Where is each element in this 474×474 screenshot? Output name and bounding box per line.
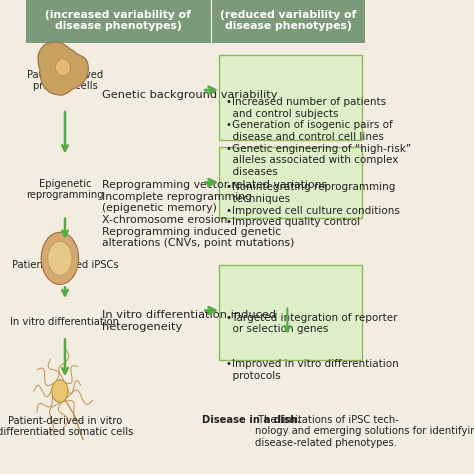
Text: (reduced variability of
disease phenotypes): (reduced variability of disease phenotyp… — [220, 9, 356, 31]
Circle shape — [52, 380, 68, 402]
Circle shape — [48, 241, 72, 275]
Text: Genetic background variability: Genetic background variability — [102, 90, 278, 100]
Text: (increased variability of
disease phenotypes): (increased variability of disease phenot… — [46, 9, 191, 31]
FancyBboxPatch shape — [26, 0, 365, 43]
FancyBboxPatch shape — [219, 55, 362, 140]
Text: Epigenetic
reprogramming: Epigenetic reprogramming — [26, 179, 104, 201]
Text: Patient-derived
primary cells: Patient-derived primary cells — [27, 70, 103, 91]
Text: In vitro differentiation induced
heterogeneity: In vitro differentiation induced heterog… — [102, 310, 276, 332]
Text: •Increased number of patients
  and control subjects
•Generation of isogenic pai: •Increased number of patients and contro… — [226, 97, 411, 177]
Text: Disease in a dish.: Disease in a dish. — [202, 415, 302, 425]
Text: The limitations of iPSC tech-
nology and emerging solutions for identifying
dise: The limitations of iPSC tech- nology and… — [255, 415, 474, 448]
Text: Patient-derived iPSCs: Patient-derived iPSCs — [12, 260, 118, 271]
Text: •Nonintegrating reprogramming
  techniques
•Improved cell culture conditions
•Im: •Nonintegrating reprogramming techniques… — [226, 182, 400, 228]
FancyBboxPatch shape — [219, 147, 362, 218]
Text: Reprogramming vector-related variations
Incomplete reprogramming
(epigenetic mem: Reprogramming vector-related variations … — [102, 180, 328, 248]
Text: •Targeted integration of reporter
  or selection genes


•Improved in vitro diff: •Targeted integration of reporter or sel… — [226, 313, 399, 381]
Circle shape — [41, 232, 79, 284]
Text: In vitro differentiation: In vitro differentiation — [10, 317, 119, 328]
Polygon shape — [38, 42, 88, 95]
Text: Patient-derived in vitro
differentiated somatic cells: Patient-derived in vitro differentiated … — [0, 416, 133, 438]
FancyBboxPatch shape — [219, 265, 362, 360]
Ellipse shape — [55, 59, 71, 76]
